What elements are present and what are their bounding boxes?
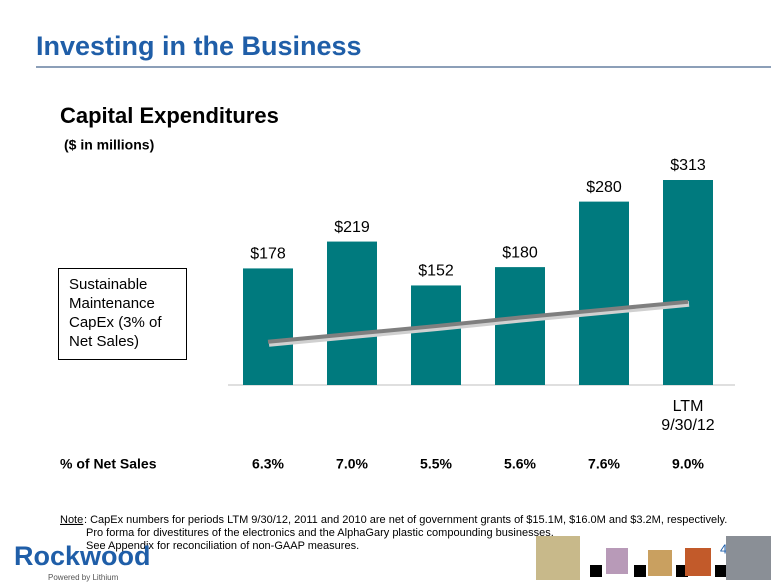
photo <box>648 550 672 576</box>
net-sales-value: 5.5% <box>420 456 452 472</box>
net-sales-value: 7.0% <box>336 456 368 472</box>
bar <box>327 241 377 385</box>
bar <box>579 201 629 385</box>
trend-line <box>267 299 689 344</box>
bullet <box>634 565 646 577</box>
logo: Rockwood <box>14 541 151 571</box>
net-sales-label: % of Net Sales <box>60 456 157 472</box>
photo <box>606 548 628 574</box>
net-sales-value: 6.3% <box>252 456 284 472</box>
footer-images <box>536 536 771 580</box>
photo <box>685 548 711 576</box>
data-label: $152 <box>418 263 454 280</box>
bar <box>663 180 713 385</box>
note-label: Note <box>60 514 83 526</box>
bar <box>495 267 545 385</box>
data-label: $178 <box>250 246 286 263</box>
bar <box>243 268 293 385</box>
photo <box>536 536 580 580</box>
data-label: $219 <box>334 219 370 236</box>
chart-title: Capital Expenditures <box>60 103 279 128</box>
logo-tagline: Powered by Lithium <box>48 573 119 582</box>
photo <box>726 536 771 580</box>
data-label: $313 <box>670 157 706 174</box>
note-line: : CapEx numbers for periods LTM 9/30/12,… <box>84 514 727 526</box>
chart-subtitle: ($ in millions) <box>64 137 154 153</box>
net-sales-value: 9.0% <box>672 456 704 472</box>
data-label: $180 <box>502 244 538 261</box>
note-line: See Appendix for reconciliation of non-G… <box>86 540 359 552</box>
trend-line-shadow <box>268 300 690 347</box>
bullet <box>715 565 727 577</box>
x-tick-label: LTM 9/30/12 <box>661 398 714 434</box>
net-sales-value: 7.6% <box>588 456 620 472</box>
legend-box: Sustainable Maintenance CapEx (3% of Net… <box>58 268 187 360</box>
bullet <box>590 565 602 577</box>
bar <box>411 285 461 385</box>
net-sales-value: 5.6% <box>504 456 536 472</box>
note-line: Pro forma for divestitures of the electr… <box>86 527 554 539</box>
data-label: $280 <box>586 179 622 196</box>
page-number: 4 <box>720 541 727 556</box>
slide-title: Investing in the Business <box>36 31 362 61</box>
